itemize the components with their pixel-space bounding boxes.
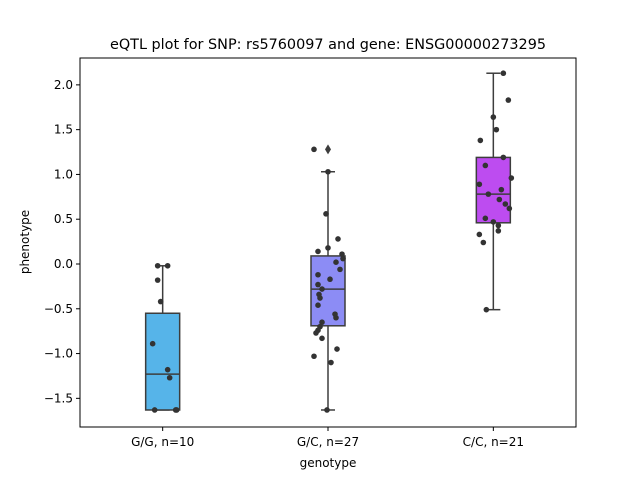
data-point (311, 353, 317, 360)
data-point (337, 266, 343, 273)
x-axis: G/G, n=10 G/C, n=27 C/C, n=21 (131, 427, 524, 449)
y-axis: −1.5 −1.0 −0.5 0.0 0.5 1.0 1.5 2.0 (44, 78, 80, 405)
data-point (482, 162, 489, 169)
box-group (144, 262, 181, 413)
y-tick-label: 1.5 (54, 123, 73, 137)
data-point (166, 374, 173, 381)
data-point (496, 196, 503, 203)
x-axis-label: genotype (300, 456, 357, 470)
x-tick-label: G/G, n=10 (131, 435, 194, 449)
data-point (339, 251, 345, 257)
y-axis-label: phenotype (18, 210, 32, 274)
data-point (333, 259, 339, 266)
data-point (506, 205, 513, 212)
plot-area (144, 70, 515, 413)
y-tick-label: 2.0 (54, 78, 73, 92)
data-point (315, 271, 321, 278)
data-point (476, 231, 483, 238)
data-point (151, 407, 158, 413)
x-tick-label: C/C, n=21 (463, 435, 524, 449)
data-point (477, 137, 484, 144)
data-point (325, 245, 331, 251)
data-point (173, 407, 180, 413)
data-point (482, 215, 489, 222)
data-point (495, 228, 502, 234)
data-point (164, 366, 171, 373)
y-tick-label: 0.0 (54, 257, 73, 271)
box (144, 312, 181, 411)
data-point (493, 126, 500, 133)
data-point (164, 262, 171, 269)
y-tick-label: 0.5 (54, 212, 73, 226)
data-point (157, 298, 164, 305)
data-point (508, 175, 515, 181)
data-point (498, 186, 505, 193)
data-point (327, 276, 333, 283)
outlier-marker (325, 144, 331, 155)
data-point (480, 239, 487, 246)
data-point (315, 248, 321, 255)
box (310, 255, 346, 327)
data-point (500, 70, 507, 77)
data-point (335, 236, 341, 242)
data-point (313, 330, 319, 336)
data-point (500, 154, 507, 161)
data-point (328, 359, 334, 366)
data-point (485, 191, 492, 197)
data-point (505, 97, 512, 103)
data-point (319, 335, 325, 342)
data-point (483, 306, 490, 313)
data-point (154, 277, 161, 283)
data-point (502, 201, 509, 207)
data-point (324, 407, 330, 413)
y-tick-label: −0.5 (44, 302, 73, 316)
data-point (317, 295, 323, 301)
y-tick-label: 1.0 (54, 167, 73, 181)
data-point (149, 340, 156, 347)
data-point (315, 302, 321, 308)
data-point (490, 219, 497, 225)
data-point (323, 211, 329, 217)
data-point (490, 114, 497, 120)
y-tick-label: −1.5 (44, 391, 73, 405)
data-point (311, 146, 317, 153)
box-group (475, 70, 515, 313)
chart-title: eQTL plot for SNP: rs5760097 and gene: E… (110, 37, 546, 53)
x-tick-label: G/C, n=27 (297, 435, 359, 449)
data-point (325, 168, 331, 175)
data-point (495, 222, 502, 229)
data-point (154, 262, 161, 269)
data-point (333, 314, 339, 321)
data-point (319, 319, 325, 326)
box-group (310, 144, 346, 413)
data-point (476, 181, 483, 188)
y-tick-label: −1.0 (44, 347, 73, 361)
data-point (319, 286, 325, 292)
data-point (334, 346, 340, 352)
box (475, 156, 512, 224)
data-point (315, 281, 321, 288)
data-point (340, 255, 346, 262)
